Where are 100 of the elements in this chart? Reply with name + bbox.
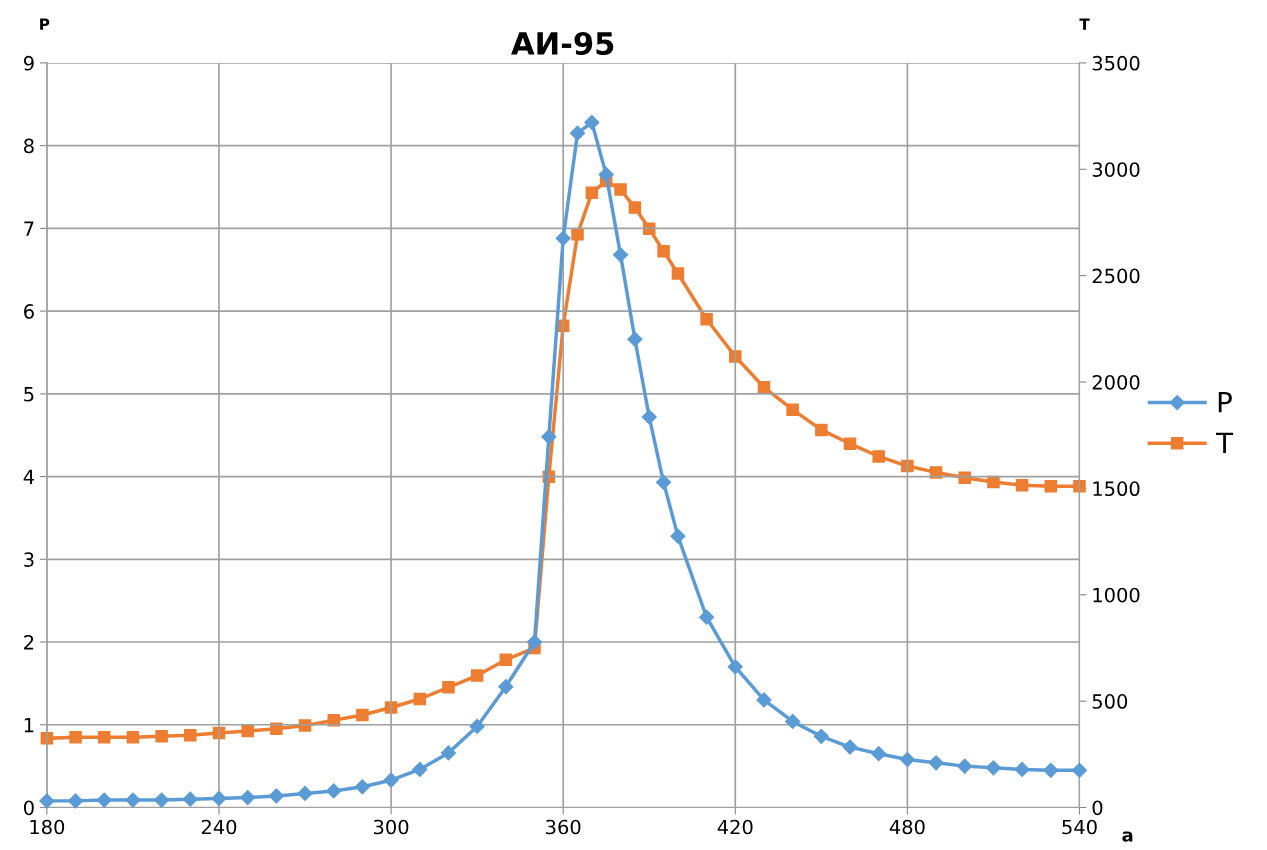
point (700, 313, 713, 326)
point (871, 746, 887, 762)
y-tick-label: 2 (24, 634, 34, 650)
x-tick-label: 240 (201, 819, 237, 835)
point (499, 653, 513, 666)
point (1014, 761, 1030, 778)
point (39, 793, 55, 809)
point (126, 731, 140, 744)
point (614, 183, 627, 196)
x-tick-label: 300 (374, 819, 409, 835)
point (929, 466, 943, 479)
point (470, 669, 484, 682)
point (957, 758, 973, 774)
point (555, 230, 571, 246)
point (268, 788, 284, 804)
point (154, 792, 170, 808)
y-tick-label: 9 (23, 55, 34, 71)
point (1043, 762, 1059, 778)
point (469, 718, 485, 734)
y2-tick-label: 3000 (1092, 162, 1140, 177)
y2-tick-label: 2500 (1092, 268, 1140, 284)
point (97, 731, 111, 744)
point (756, 692, 772, 708)
point (657, 244, 670, 258)
y-tick-label: 5 (24, 387, 34, 402)
point (241, 724, 254, 738)
point (69, 731, 82, 744)
point (569, 125, 586, 141)
point (413, 692, 427, 706)
legend-label: T (1216, 432, 1234, 454)
point (872, 450, 885, 463)
y-tick-label: 3 (24, 552, 34, 567)
point (656, 474, 672, 490)
y-tick-label: 4 (23, 469, 34, 484)
point (383, 772, 399, 788)
point (67, 793, 84, 809)
point (297, 785, 313, 802)
point (612, 247, 629, 263)
point (125, 792, 141, 808)
point (727, 659, 743, 675)
x-tick-label: 540 (1062, 819, 1097, 835)
point (815, 423, 828, 437)
point (571, 227, 584, 241)
point (96, 792, 112, 808)
y2-tick-label: 0 (1092, 800, 1103, 816)
point (598, 167, 614, 183)
point (843, 437, 857, 450)
point (584, 114, 600, 131)
point (498, 679, 514, 695)
point (354, 779, 370, 795)
point (785, 713, 801, 730)
point (757, 381, 771, 394)
point (182, 791, 198, 807)
chart-title: АИ-95 (511, 31, 614, 55)
point (901, 459, 914, 473)
x-tick-label: 420 (717, 819, 753, 835)
x-axis-title: a (1122, 831, 1133, 842)
point (985, 760, 1002, 776)
point (958, 471, 972, 484)
point (585, 186, 599, 199)
point (842, 739, 858, 755)
y2-tick-label: 3500 (1092, 55, 1140, 71)
point (412, 761, 428, 778)
point (670, 528, 686, 544)
y2-tick-label: 1500 (1093, 481, 1140, 497)
point (1073, 480, 1086, 493)
point (1071, 762, 1088, 778)
point (786, 403, 799, 416)
point (240, 790, 256, 806)
y-tick-label: 6 (24, 304, 34, 319)
y-tick-label: 1 (24, 717, 34, 733)
point (1015, 478, 1029, 492)
point (442, 681, 455, 694)
point (356, 708, 369, 722)
x-tick-label: 360 (546, 819, 581, 835)
y-tick-label: 0 (23, 800, 34, 816)
y-tick-label: 7 (24, 221, 34, 236)
point (541, 429, 557, 445)
point (641, 409, 657, 425)
point (440, 745, 457, 761)
point (987, 475, 1000, 489)
point (729, 350, 742, 363)
point (699, 609, 715, 625)
point (326, 783, 342, 799)
point (327, 714, 340, 727)
y2-axis-title: T (1079, 18, 1090, 30)
point (628, 201, 642, 214)
point (627, 331, 643, 347)
point (184, 728, 197, 742)
point (899, 751, 915, 768)
x-tick-label: 480 (889, 819, 925, 835)
point (526, 634, 543, 650)
legend-label: P (1218, 392, 1232, 413)
point (211, 790, 227, 806)
point (155, 729, 168, 743)
y2-tick-label: 1000 (1093, 587, 1140, 603)
x-tick-label: 180 (30, 819, 65, 835)
y2-tick-label: 2000 (1092, 374, 1140, 390)
y-tick-label: 8 (24, 138, 34, 154)
y2-tick-label: 500 (1092, 694, 1128, 709)
